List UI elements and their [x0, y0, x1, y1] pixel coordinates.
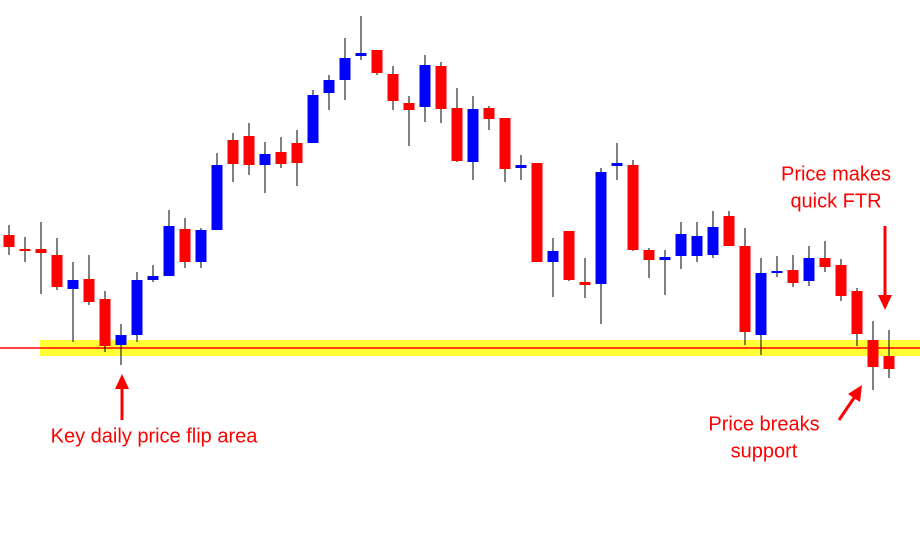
- candle-body: [403, 103, 415, 110]
- candle-body: [691, 236, 703, 256]
- arrow-head: [115, 374, 129, 389]
- candle-body: [627, 165, 639, 250]
- candle-body: [67, 280, 79, 289]
- candle-body: [787, 270, 799, 283]
- candle-body: [147, 276, 159, 280]
- candle-body: [675, 234, 687, 256]
- annotation: Price breaks: [708, 413, 819, 435]
- candle-body: [819, 258, 831, 267]
- candle-body: [35, 249, 47, 253]
- candle-body: [531, 163, 543, 262]
- annotation: Key daily price flip area: [51, 425, 259, 447]
- candle-body: [547, 251, 559, 262]
- candle-body: [611, 163, 623, 166]
- annotation: quick FTR: [790, 190, 881, 212]
- candle-body: [707, 227, 719, 255]
- candle-body: [595, 172, 607, 284]
- candle-body: [579, 282, 591, 285]
- candle-body: [99, 299, 111, 346]
- candle-body: [307, 95, 319, 143]
- candle-body: [211, 165, 223, 230]
- annotation: support: [731, 440, 798, 462]
- arrow: [837, 394, 858, 421]
- candle-body: [643, 250, 655, 260]
- candle-body: [723, 216, 735, 246]
- candle-body: [835, 265, 847, 296]
- candle-body: [419, 65, 431, 107]
- candle-body: [163, 226, 175, 276]
- candle-body: [883, 356, 895, 369]
- candle-body: [499, 118, 511, 169]
- candle-body: [323, 80, 335, 93]
- candle-body: [771, 271, 783, 273]
- candle-body: [243, 136, 255, 165]
- candle-body: [371, 50, 383, 73]
- candle-body: [467, 109, 479, 162]
- candle-body: [435, 66, 447, 109]
- candle-body: [659, 257, 671, 260]
- candle-body: [19, 249, 31, 251]
- candle-body: [563, 231, 575, 280]
- candle-body: [803, 258, 815, 281]
- candle-body: [483, 108, 495, 119]
- candle-body: [131, 280, 143, 335]
- candle-body: [515, 165, 527, 168]
- candle-body: [51, 255, 63, 287]
- candle-body: [227, 140, 239, 164]
- candle-body: [387, 74, 399, 101]
- candle-body: [755, 273, 767, 335]
- candle-body: [115, 335, 127, 345]
- annotation: Price makes: [781, 163, 891, 185]
- candle-body: [355, 53, 367, 56]
- arrows: [115, 226, 892, 421]
- candle-body: [275, 152, 287, 164]
- candle-body: [451, 108, 463, 161]
- candle-body: [867, 340, 879, 367]
- candle-body: [179, 229, 191, 262]
- candle-body: [851, 291, 863, 334]
- candle-body: [291, 143, 303, 163]
- arrow-head: [848, 385, 862, 402]
- arrow-head: [878, 295, 892, 310]
- candle-body: [739, 246, 751, 332]
- candle-body: [339, 58, 351, 80]
- candle-body: [195, 230, 207, 262]
- candle-body: [83, 279, 95, 302]
- candle-body: [259, 154, 271, 165]
- candle-body: [3, 235, 15, 247]
